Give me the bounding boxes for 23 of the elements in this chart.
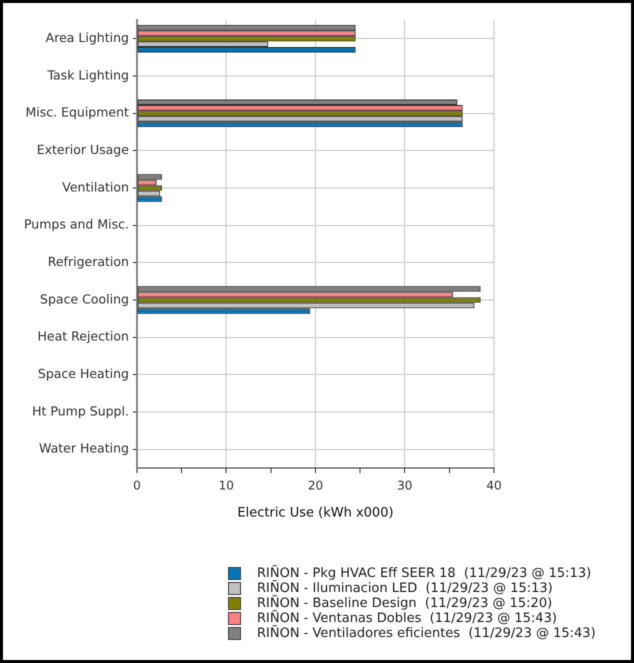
legend-label: RIÑON - Baseline Design (11/29/23 @ 15:20): [257, 596, 552, 611]
y-tick-label: Pumps and Misc.: [24, 216, 129, 232]
y-tick-label: Heat Rejection: [38, 328, 129, 344]
y-tick-label: Refrigeration: [48, 254, 129, 269]
x-tick-label: 0: [133, 478, 141, 492]
x-axis-title: Electric Use (kWh x000): [237, 506, 394, 521]
y-tick-label: Task Lighting: [46, 67, 129, 82]
y-tick-label: Water Heating: [39, 440, 129, 456]
legend-label: RIÑON - Ventiladores eficientes (11/29/23 @ 15:43): [257, 626, 596, 641]
y-tick-label: Space Heating: [38, 366, 129, 381]
y-tick-label: Ventilation: [62, 179, 129, 194]
y-tick-label: Exterior Usage: [36, 142, 130, 157]
legend-label: RIÑON - Iluminacion LED (11/29/23 @ 15:13): [257, 581, 553, 596]
x-tick-label: 20: [308, 478, 324, 492]
x-tick-label: 10: [218, 478, 234, 492]
y-tick-label: Space Cooling: [40, 291, 129, 306]
y-tick-label: Misc. Equipment: [25, 104, 130, 120]
x-tick-label: 30: [397, 478, 412, 492]
legend-label: RIÑON - Pkg HVAC Eff SEER 18 (11/29/23 @ 15:13): [257, 566, 592, 581]
y-tick-label: Area Lighting: [46, 30, 129, 45]
x-tick-label: 40: [486, 478, 502, 492]
y-tick-label: Ht Pump Suppl.: [32, 403, 129, 418]
legend-label: RIÑON - Ventanas Dobles (11/29/23 @ 15:43): [257, 611, 557, 626]
